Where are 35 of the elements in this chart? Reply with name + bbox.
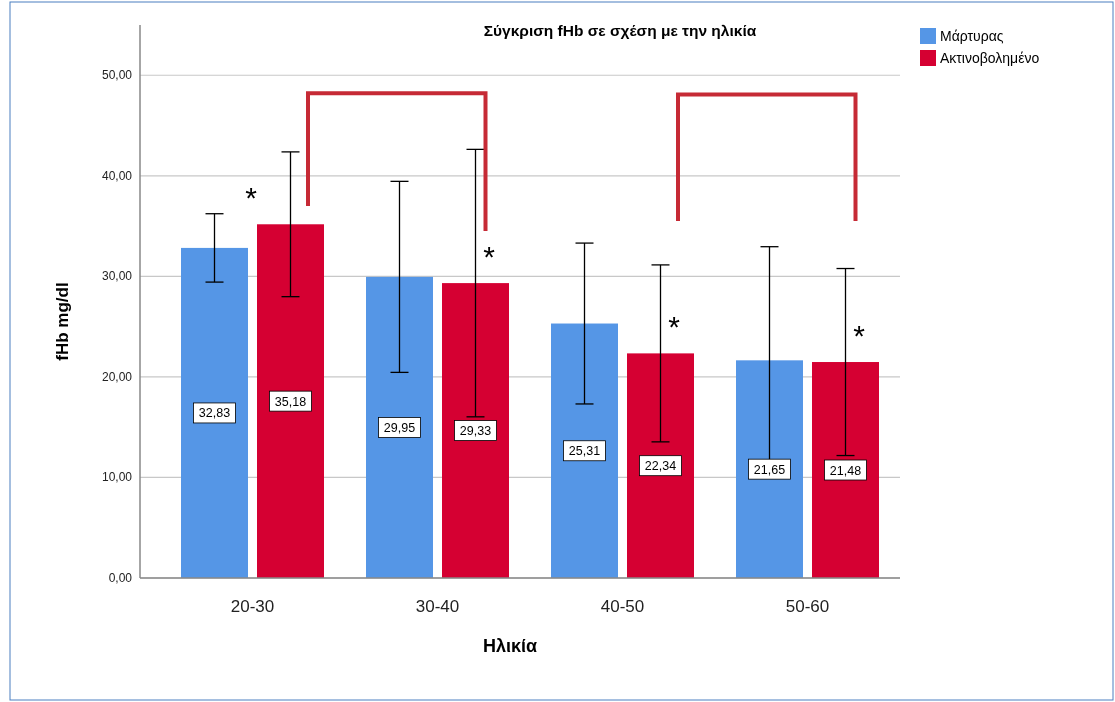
legend-label: Μάρτυρας — [940, 28, 1004, 44]
y-tick-label: 40,00 — [101, 168, 133, 183]
data-label: 29,95 — [383, 420, 416, 435]
y-tick-label: 50,00 — [101, 68, 133, 83]
data-label: 21,48 — [829, 463, 862, 478]
x-tick-label: 40-50 — [600, 597, 645, 616]
y-tick-label: 30,00 — [101, 269, 133, 284]
annotation: * — [668, 310, 681, 344]
data-label: 21,65 — [753, 462, 786, 477]
data-label: 22,34 — [644, 459, 677, 474]
bar — [257, 224, 324, 578]
data-label: 25,31 — [568, 444, 601, 459]
y-tick-label: 20,00 — [101, 369, 133, 384]
x-tick-label: 30-40 — [415, 597, 460, 616]
annotation: * — [853, 318, 866, 352]
annotation: * — [483, 239, 496, 273]
bar — [551, 323, 618, 578]
bar — [366, 276, 433, 578]
chart-title: Σύγκριση fHb σε σχέση με την ηλικία — [483, 22, 757, 39]
y-tick-label: 0,00 — [108, 571, 133, 585]
x-axis-title: Ηλικία — [482, 636, 538, 656]
legend-label: Ακτινοβολημένο — [940, 50, 1040, 66]
bar — [812, 362, 879, 578]
bar — [181, 247, 248, 578]
bar — [442, 283, 509, 578]
data-label: 29,33 — [459, 424, 492, 439]
bar — [736, 360, 803, 578]
bar — [627, 353, 694, 578]
data-label: 32,83 — [198, 406, 231, 421]
y-tick-label: 10,00 — [101, 470, 133, 485]
x-tick-label: 50-60 — [785, 597, 830, 616]
y-axis-title: fHb mg/dl — [53, 282, 72, 361]
x-tick-label: 20-30 — [230, 597, 275, 616]
data-label: 35,18 — [274, 394, 307, 409]
annotation: * — [245, 181, 258, 215]
